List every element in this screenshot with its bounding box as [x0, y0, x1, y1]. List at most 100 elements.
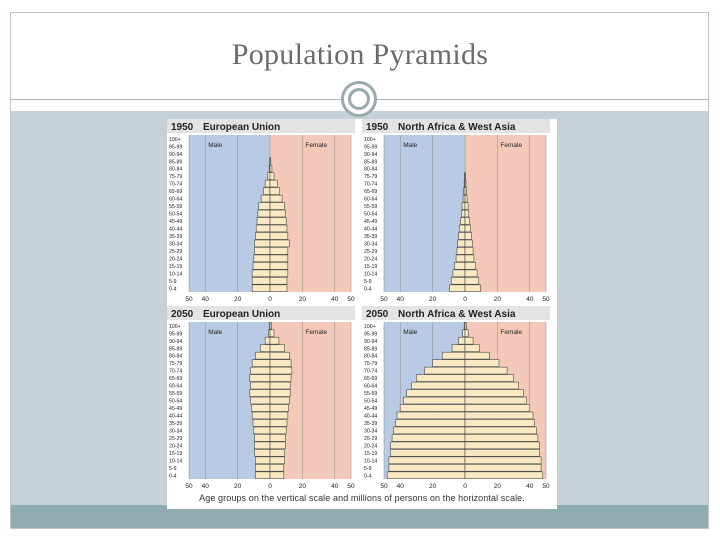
- male-bar: [432, 359, 466, 367]
- female-bar: [464, 224, 471, 233]
- female-bar: [269, 247, 289, 255]
- male-bar: [255, 456, 271, 465]
- female-bar: [464, 329, 469, 337]
- female-bar: [269, 164, 273, 173]
- male-bar: [263, 187, 271, 195]
- age-tick-label: 55-59: [169, 391, 182, 397]
- male-bar: [255, 471, 271, 479]
- female-bar: [269, 179, 278, 188]
- male-label: Male: [208, 142, 222, 149]
- male-bar: [255, 232, 271, 240]
- age-tick-label: 80-84: [364, 167, 377, 173]
- panel-year: 1950: [171, 122, 194, 133]
- male-bar: [442, 351, 466, 360]
- age-tick-label: 85-89: [169, 159, 182, 165]
- female-bar: [269, 411, 289, 420]
- male-bar: [399, 404, 466, 412]
- age-tick-label: 5-9: [169, 279, 177, 285]
- male-bar: [393, 426, 466, 435]
- x-tick-label: 40: [526, 483, 534, 490]
- age-tick-label: 25-29: [169, 436, 182, 442]
- female-bar: [464, 232, 472, 240]
- x-tick-label: 20: [429, 296, 437, 303]
- age-tick-label: 70-74: [364, 182, 377, 188]
- age-tick-label: 0-4: [364, 286, 372, 292]
- age-tick-label: 5-9: [364, 279, 372, 285]
- male-bar: [251, 411, 271, 420]
- female-bar: [269, 187, 281, 195]
- age-tick-label: 0-4: [169, 286, 177, 292]
- male-bar: [267, 172, 271, 180]
- male-bar: [458, 232, 466, 240]
- male-bar: [403, 396, 466, 405]
- female-bar: [464, 179, 467, 188]
- slide-title: Population Pyramids: [231, 38, 489, 71]
- male-bar: [461, 209, 466, 218]
- male-bar: [391, 434, 466, 442]
- female-bar: [464, 381, 519, 390]
- ring-ornament-icon: [341, 81, 377, 117]
- male-bar: [396, 411, 466, 420]
- female-bar: [269, 277, 288, 285]
- female-bar: [464, 449, 540, 457]
- age-tick-label: 30-34: [364, 241, 377, 247]
- male-bar: [254, 449, 271, 457]
- female-bar: [269, 396, 290, 405]
- panel-year: 2050: [366, 309, 389, 320]
- male-bar: [251, 284, 271, 292]
- age-tick-label: 30-34: [169, 428, 182, 434]
- age-tick-label: 100+: [169, 137, 181, 143]
- age-tick-label: 100+: [169, 324, 181, 330]
- male-bar: [255, 351, 271, 360]
- male-bar: [253, 426, 271, 435]
- male-bar: [388, 464, 466, 472]
- age-tick-label: 60-64: [169, 197, 182, 203]
- panel-header-bg: [362, 306, 550, 320]
- male-bar: [416, 374, 466, 382]
- female-bar: [464, 434, 539, 442]
- female-bar: [269, 464, 285, 472]
- male-label: Male: [208, 329, 222, 336]
- male-bar: [449, 284, 466, 292]
- x-tick-label: 40: [202, 296, 210, 303]
- female-bar: [464, 456, 542, 465]
- male-bar: [452, 269, 466, 278]
- age-tick-label: 25-29: [169, 249, 182, 255]
- age-tick-label: 55-59: [364, 391, 377, 397]
- male-bar: [390, 449, 466, 457]
- male-bar: [454, 262, 466, 270]
- female-background: [465, 135, 546, 292]
- male-bar: [264, 336, 271, 345]
- age-tick-label: 75-79: [364, 361, 377, 367]
- x-tick-label: 0: [463, 483, 467, 490]
- female-bar: [269, 284, 288, 292]
- male-bar: [249, 374, 271, 382]
- x-tick-label: 40: [331, 296, 339, 303]
- male-bar: [250, 381, 271, 390]
- male-bar: [459, 224, 466, 233]
- female-bar: [269, 441, 286, 450]
- age-tick-label: 30-34: [169, 241, 182, 247]
- panel-region: North Africa & West Asia: [398, 309, 516, 320]
- male-bar: [251, 404, 271, 412]
- female-bar: [464, 471, 544, 479]
- age-tick-label: 10-14: [169, 458, 182, 464]
- x-tick-label: 50: [185, 483, 193, 490]
- male-bar: [257, 209, 271, 218]
- panel-region: North Africa & West Asia: [398, 122, 516, 133]
- female-label: Female: [500, 142, 522, 149]
- age-tick-label: 30-34: [364, 428, 377, 434]
- age-tick-label: 50-54: [169, 399, 182, 405]
- female-bar: [269, 449, 285, 457]
- female-bar: [269, 262, 289, 270]
- age-tick-label: 40-44: [169, 414, 182, 420]
- female-bar: [269, 329, 275, 337]
- age-tick-label: 35-39: [169, 421, 182, 427]
- age-tick-label: 15-19: [169, 451, 182, 457]
- figure-caption: Age groups on the vertical scale and mil…: [199, 493, 525, 503]
- age-tick-label: 65-69: [169, 189, 182, 195]
- age-tick-label: 55-59: [169, 204, 182, 210]
- female-bar: [464, 351, 490, 360]
